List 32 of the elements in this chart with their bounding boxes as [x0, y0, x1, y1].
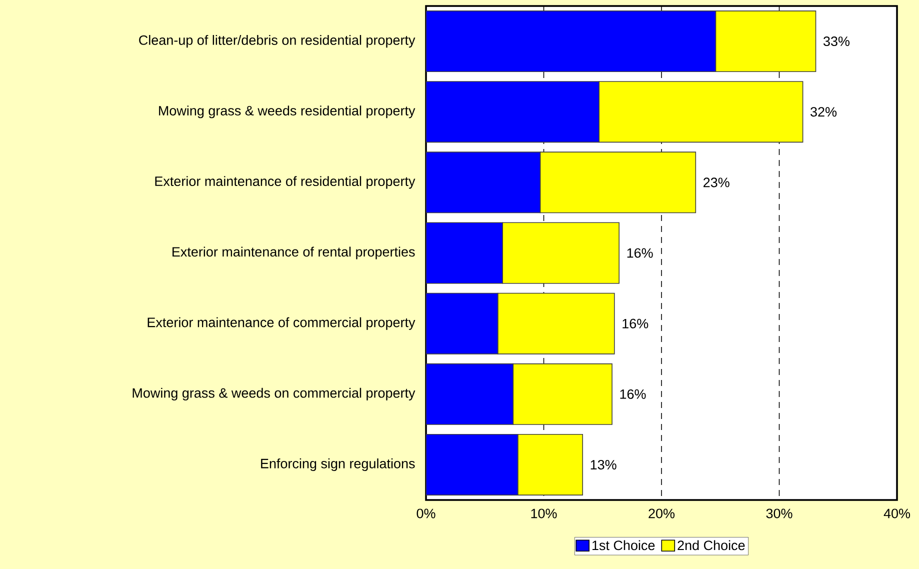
x-tick-label: 30% — [766, 508, 792, 518]
bar — [426, 81, 600, 143]
bar — [497, 292, 615, 354]
y-tick-label: Mowing grass & weeds on commercial property — [132, 388, 416, 400]
legend-label: 1st Choice — [592, 540, 655, 550]
y-tick-label: Clean-up of litter/debris on residential property — [139, 34, 416, 48]
total-label: 16% — [627, 248, 653, 258]
total-label: 33% — [823, 36, 850, 46]
bar — [426, 152, 541, 214]
total-label: 13% — [590, 460, 616, 470]
y-tick-label: Exterior maintenance of residential property — [155, 176, 416, 189]
total-label: 16% — [622, 318, 648, 328]
y-tick-label: Exterior maintenance of rental properties — [172, 246, 415, 260]
bar — [426, 10, 716, 72]
y-tick-label: Enforcing sign regulations — [261, 458, 415, 472]
x-tick-label: 0% — [416, 508, 436, 518]
y-tick-label: Mowing grass & weeds residential property — [159, 106, 416, 118]
bar — [426, 292, 498, 354]
bar — [426, 222, 503, 284]
total-label: 32% — [810, 107, 837, 117]
x-tick-label: 20% — [648, 508, 675, 518]
bar — [512, 363, 612, 425]
x-tick-label: 10% — [531, 508, 557, 518]
y-tick-label: Exterior maintenance of commercial property — [148, 317, 416, 330]
x-tick-label: 40% — [884, 508, 910, 518]
total-label: 16% — [620, 389, 646, 399]
bar — [502, 222, 620, 284]
bar — [426, 434, 518, 496]
bar — [426, 363, 514, 425]
legend-label: 2nd Choice — [678, 540, 745, 550]
bar — [540, 152, 696, 214]
total-label: 23% — [704, 178, 730, 188]
